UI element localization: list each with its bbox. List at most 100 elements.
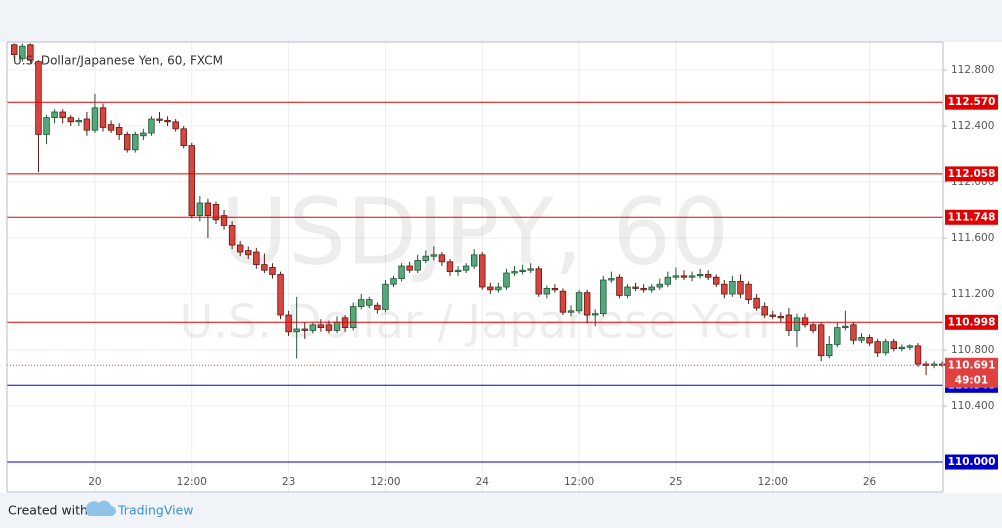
y-tick-label: 110.400 [951, 400, 994, 412]
candle-body [212, 204, 220, 221]
x-tick-label: 24 [476, 476, 490, 488]
candle-body [99, 107, 107, 128]
candle-body [745, 283, 752, 301]
candle-body [600, 279, 607, 315]
last-price-box [945, 357, 998, 388]
candle-body [196, 202, 204, 217]
candle-body [236, 244, 244, 253]
candle-body [309, 324, 317, 331]
level-label-box [945, 209, 998, 225]
level-label: 112.058 [948, 168, 996, 180]
candle-body [704, 274, 712, 278]
candle-body [115, 127, 123, 135]
candle-body [382, 283, 389, 310]
candle-body [132, 134, 139, 151]
candle-body [882, 341, 889, 354]
candle-body [777, 316, 785, 319]
candle-body [583, 292, 591, 316]
candle-body [366, 299, 373, 306]
candle-body [188, 145, 196, 217]
candle-body [253, 251, 260, 266]
level-label: 110.000 [948, 456, 996, 468]
x-tick-label: 12:00 [177, 476, 207, 488]
x-tick-label: 25 [669, 476, 682, 488]
candle-body [793, 317, 801, 331]
logo-icon[interactable] [85, 500, 116, 516]
tradingview-logo[interactable]: TradingView [85, 500, 194, 518]
candle-body [922, 363, 930, 366]
candle-body [398, 265, 405, 280]
candle-body [285, 314, 292, 333]
candle-body [519, 269, 526, 273]
candle-body [140, 132, 147, 137]
candle-body [51, 111, 58, 119]
candle-body [898, 346, 906, 350]
candle-body [535, 268, 542, 295]
candle-body [148, 118, 155, 134]
y-tick-label: 111.200 [951, 288, 994, 300]
candle-body [228, 225, 236, 246]
footer-prefix: Created with [8, 503, 88, 518]
candle-body [495, 286, 502, 291]
footer-brand[interactable]: TradingView [117, 503, 194, 518]
candle-body [817, 324, 825, 357]
candle-body [511, 271, 518, 274]
candle-body [890, 341, 898, 350]
candle-body [503, 272, 510, 288]
symbol-header: U.S. Dollar/Japanese Yen, 60, FXCM [13, 54, 223, 68]
y-tick-label: 110.800 [951, 344, 994, 356]
candle-body [438, 254, 446, 263]
candle-body [11, 44, 18, 56]
axes: 112.800112.400112.000111.600111.200110.8… [88, 64, 998, 488]
candle-body [737, 281, 744, 295]
candle-body [301, 328, 308, 331]
watermark-subtitle: U.S. Dollar / Japanese Yen [180, 295, 771, 349]
candle-body [220, 215, 228, 226]
candle-body [422, 255, 430, 261]
candle-body [664, 276, 672, 285]
candle-body [293, 328, 300, 333]
x-tick-label: 23 [282, 476, 295, 488]
candle-body [470, 254, 478, 267]
candle-body [624, 286, 631, 296]
candle-body [156, 118, 163, 121]
level-label-box [945, 314, 998, 330]
candle-body [688, 275, 696, 278]
candle-body [834, 327, 841, 345]
candle-body [567, 310, 575, 313]
y-tick-label: 111.600 [951, 232, 994, 244]
x-tick-label: 26 [863, 476, 877, 488]
candle-body [721, 283, 728, 295]
candle-body [325, 324, 333, 331]
candle-body [487, 286, 494, 291]
candle-body [67, 117, 74, 123]
candle-body [479, 254, 486, 288]
candle-body [632, 286, 639, 289]
candle-body [842, 325, 849, 329]
candle-body [769, 314, 776, 317]
watermark: USDJPY, 60 [221, 178, 730, 285]
candle-body [317, 324, 325, 329]
candle-body [269, 267, 276, 275]
candle-body [454, 269, 462, 273]
candle-body [858, 337, 865, 341]
candle-body [543, 288, 551, 295]
candle-body [91, 107, 99, 131]
y-tick-label: 112.400 [951, 120, 994, 132]
candle-body [107, 124, 115, 131]
candle-body [164, 120, 171, 123]
candle-body [406, 265, 413, 271]
candle-body [648, 286, 655, 291]
candle-body [430, 254, 438, 257]
candle-body [19, 45, 26, 60]
level-label-box [945, 94, 998, 110]
candle-body [204, 202, 212, 217]
candle-body [462, 265, 470, 271]
candle-body [680, 275, 688, 278]
top-bar [0, 0, 1002, 42]
candle-body [761, 306, 768, 316]
candle-body [874, 341, 881, 354]
